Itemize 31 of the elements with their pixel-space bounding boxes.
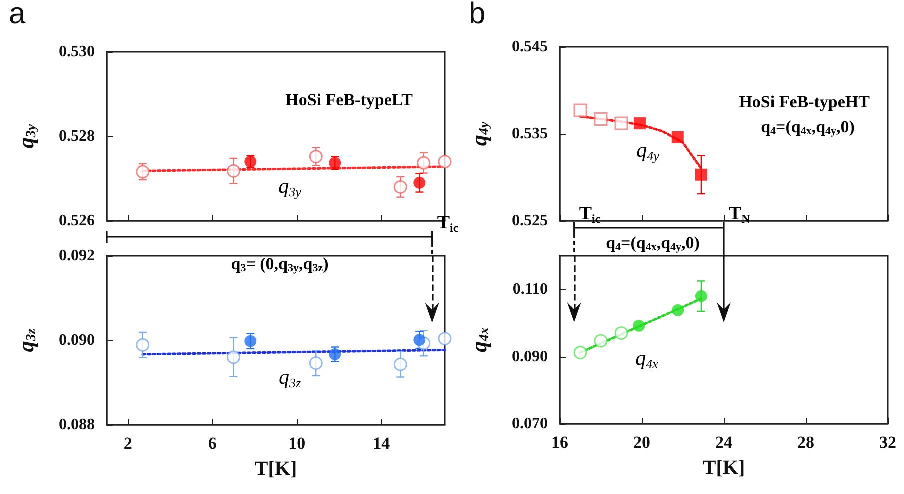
annotation: HoSi FeB-typeHT bbox=[739, 92, 871, 112]
chart-title: b bbox=[469, 0, 486, 30]
chart-title: a bbox=[9, 0, 26, 30]
y-axis-title: q3y bbox=[14, 124, 40, 149]
y-tick-label: 0.526 bbox=[59, 212, 95, 230]
y-tick-label: 0.088 bbox=[59, 416, 95, 434]
y-tick-label: 0.530 bbox=[59, 44, 95, 60]
y-tick-label: 0.090 bbox=[59, 332, 95, 349]
x-tick-label: 2 bbox=[124, 434, 132, 453]
y-tick-label: 0.070 bbox=[512, 416, 548, 432]
x-tick-label: 10 bbox=[288, 434, 306, 453]
y-axis-title: q4y bbox=[466, 121, 492, 146]
y-tick-label: 0.110 bbox=[512, 281, 548, 298]
y-tick-label: 0.525 bbox=[512, 212, 548, 230]
y-tick-label: 0.092 bbox=[59, 248, 95, 264]
x-tick-label: 14 bbox=[373, 434, 391, 453]
y-tick-label: 0.090 bbox=[512, 348, 548, 366]
x-tick-label: 24 bbox=[716, 433, 733, 452]
y-axis-title: q3z bbox=[14, 328, 40, 352]
y-axis-title: q4x bbox=[466, 328, 492, 352]
x-tick-label: 28 bbox=[798, 433, 814, 452]
x-tick-label: 6 bbox=[208, 434, 217, 453]
x-tick-label: 32 bbox=[880, 433, 896, 452]
x-tick-label: 20 bbox=[634, 433, 650, 452]
y-tick-label: 0.535 bbox=[512, 126, 548, 142]
y-tick-label: 0.545 bbox=[512, 38, 548, 56]
y-tick-label: 0.528 bbox=[59, 128, 95, 145]
x-axis-title: T[K] bbox=[254, 458, 298, 480]
annotation: HoSi FeB-typeLT bbox=[286, 90, 414, 110]
x-axis-title: T[K] bbox=[702, 457, 746, 479]
x-tick-label: 16 bbox=[552, 433, 568, 452]
